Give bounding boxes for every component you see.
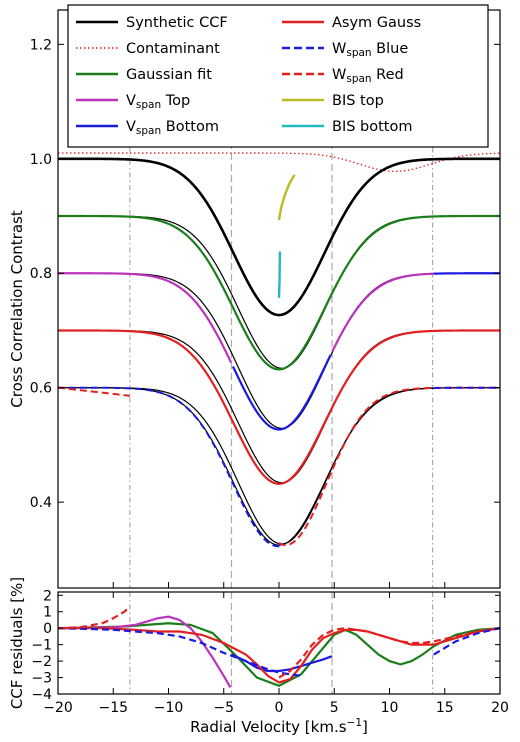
- legend-label-7: Wspan Red: [332, 67, 404, 85]
- profile-1: [58, 214, 500, 371]
- wspan-red-right-line: [278, 386, 500, 547]
- top-ytick-label-0: 0.4: [30, 495, 52, 511]
- top-ytick-label-4: 1.2: [30, 37, 52, 53]
- legend: Synthetic CCF Contaminant Gaussian fit Vspa…: [67, 4, 489, 148]
- legend-label-0: Synthetic CCF: [126, 15, 228, 31]
- bottom-ylabel: CCF residuals [%]: [8, 577, 26, 709]
- legend-label-8: BIS top: [332, 93, 384, 109]
- legend-label-2: Gaussian fit: [126, 67, 212, 83]
- bottom-ytick-label-1: −3: [31, 671, 52, 687]
- top-ylabel: Cross Correlation Contrast: [8, 210, 26, 408]
- legend-label-1: Contaminant: [126, 41, 220, 57]
- residual-line-7: [433, 627, 500, 656]
- bottom-ytick-label-6: 2: [43, 588, 52, 604]
- legend-label-4: Vspan Bottom: [126, 119, 219, 137]
- bottom-xtick-label-3: −5: [213, 700, 234, 716]
- synthetic-reference-4: [58, 387, 500, 545]
- bottom-xtick-label-0: −20: [43, 700, 73, 716]
- bottom-xtick-label-2: −10: [154, 700, 184, 716]
- top-plot-area: [58, 10, 500, 588]
- residual-line-3: [58, 627, 500, 684]
- residual-line-5: [58, 605, 131, 630]
- top-panel: 0.4 0.6 0.8 1.0 1.2 Cross Correlation Contras…: [8, 4, 501, 589]
- bottom-xtick-label-7: 15: [436, 700, 454, 716]
- contaminant-line: [58, 152, 500, 173]
- residual-line-0: [58, 622, 500, 687]
- top-ytick-label-1: 0.6: [30, 381, 52, 397]
- legend-label-9: BIS bottom: [332, 119, 412, 135]
- legend-label-5: Asym Gauss: [332, 15, 421, 31]
- wspan-red-left-line: [58, 386, 130, 397]
- bottom-xtick-label-8: 20: [491, 700, 509, 716]
- legend-label-6: Wspan Blue: [332, 41, 408, 59]
- synthetic-reference-3: [58, 329, 500, 484]
- bis-top-line: [277, 174, 296, 221]
- profile-3: [58, 329, 500, 485]
- bottom-ytick-label-3: −1: [31, 638, 52, 654]
- bottom-xlabel: Radial Velocity [km.s−1]: [190, 717, 368, 736]
- legend-box: [67, 4, 489, 148]
- bottom-xtick-label-4: 0: [275, 700, 284, 716]
- bottom-xtick-label-5: 5: [330, 700, 339, 716]
- bottom-ytick-label-0: −4: [31, 687, 52, 703]
- bottom-ytick-label-2: −2: [31, 654, 52, 670]
- residual-line-2: [231, 653, 333, 673]
- vspan-top-right-line: [331, 272, 434, 352]
- bottom-frame: [57, 591, 501, 695]
- wspan-blue-line: [58, 386, 285, 548]
- residual-line-4: [58, 627, 302, 677]
- legend-label-3: Vspan Top: [126, 93, 190, 111]
- bottom-ytick-label-4: 0: [43, 621, 52, 637]
- residual-line-6: [278, 627, 500, 679]
- residual-line-1: [58, 615, 232, 688]
- top-ytick-label-3: 1.0: [30, 152, 52, 168]
- bottom-xtick-label-1: −15: [98, 700, 128, 716]
- vspan-top-left-line: [58, 272, 233, 364]
- vspan-bottom-line: [231, 354, 332, 431]
- bis-bottom-line: [277, 251, 282, 298]
- bottom-plot-area: [58, 592, 500, 694]
- profile-0: [58, 157, 500, 317]
- bottom-xtick-label-6: 10: [381, 700, 399, 716]
- top-ytick-label-2: 0.8: [30, 266, 52, 282]
- profile-4: [58, 387, 500, 546]
- bottom-ytick-label-5: 1: [43, 605, 52, 621]
